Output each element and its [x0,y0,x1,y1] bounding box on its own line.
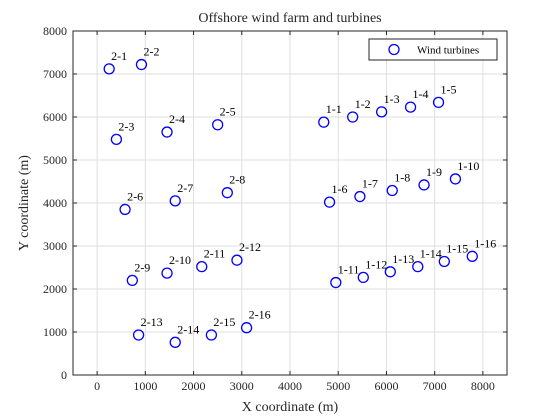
y-tick-label: 2000 [43,282,67,296]
turbine-marker-2-9 [126,274,138,287]
x-tick-label: 7000 [423,379,447,393]
turbine-marker-1-5 [432,96,445,109]
turbine-label-2-14: 2-14 [177,322,199,336]
turbine-label-1-2: 1-2 [355,97,371,111]
turbine-label-2-16: 2-16 [249,308,271,322]
turbine-label-2-6: 2-6 [127,189,143,203]
axis-ticks: 0 1000 2000 3000 4000 5000 6000 7000 8000 0 1000 20… [43,24,507,393]
y-tick-label: 7000 [43,67,67,81]
turbine-label-2-3: 2-3 [118,119,134,133]
x-tick-label: 4000 [278,379,302,393]
turbine-marker-1-16 [466,250,478,262]
turbine-marker-2-5 [212,119,224,131]
turbine-marker-1-13 [384,266,396,278]
turbine-label-1-11: 1-11 [338,263,360,277]
x-tick-label: 2000 [182,379,206,393]
y-tick-label: 8000 [43,24,67,38]
turbine-label-2-9: 2-9 [134,260,150,274]
turbine-marker-2-10 [161,267,173,279]
turbine-label-2-11: 2-11 [204,247,226,261]
turbine-markers [103,58,478,348]
turbine-label-1-12: 1-12 [365,257,387,271]
turbine-label-1-1: 1-1 [326,102,342,116]
turbine-label-2-5: 2-5 [220,105,236,119]
turbine-marker-1-14 [412,260,424,273]
legend-entry-wind-turbines: Wind turbines [417,45,479,57]
turbine-labels: 1-1 1-2 1-3 1-4 1-5 1-6 1-7 1-8 1-9 1-10 1-11 1-12 1… [111,45,496,337]
turbine-marker-2-7 [169,195,181,207]
turbine-marker-2-15 [205,329,218,341]
y-tick-label: 1000 [43,325,67,339]
turbine-marker-2-11 [196,260,208,273]
x-tick-label: 3000 [230,379,254,393]
legend-marker-circle-icon [388,43,400,56]
x-axis-label: X coordinate (m) [242,400,339,415]
turbine-label-2-10: 2-10 [169,253,191,267]
chart-title: Offshore wind farm and turbines [198,11,381,26]
turbine-marker-1-15 [438,255,450,268]
turbine-marker-1-1 [318,116,330,128]
turbine-label-1-10: 1-10 [457,159,479,173]
turbine-label-2-1: 2-1 [111,49,127,63]
turbine-marker-1-12 [357,271,369,284]
turbine-label-1-14: 1-14 [420,247,442,261]
turbine-label-1-15: 1-15 [446,241,468,255]
y-tick-label: 0 [61,368,67,382]
turbine-label-1-4: 1-4 [413,87,429,101]
turbine-label-1-8: 1-8 [394,171,410,185]
y-tick-label: 3000 [43,239,67,253]
turbine-marker-2-13 [132,329,145,341]
turbine-label-2-7: 2-7 [177,181,193,195]
turbine-label-1-3: 1-3 [384,92,400,106]
turbine-label-1-9: 1-9 [426,165,442,179]
x-tick-label: 6000 [374,379,398,393]
turbine-marker-2-8 [221,187,233,199]
plot-frame [72,30,508,376]
turbine-marker-2-12 [231,254,243,266]
turbine-marker-2-14 [169,336,181,348]
turbine-label-2-4: 2-4 [169,112,185,126]
y-tick-label: 6000 [43,110,67,124]
turbine-marker-1-9 [418,179,430,191]
y-tick-label: 4000 [43,196,67,210]
turbine-label-2-15: 2-15 [213,315,235,329]
x-tick-label: 0 [94,379,100,393]
turbine-label-1-16: 1-16 [474,236,496,250]
turbine-marker-1-10 [449,173,462,185]
turbine-marker-2-6 [119,203,131,216]
turbine-marker-1-7 [354,190,366,203]
turbine-marker-2-3 [110,133,123,146]
turbine-marker-2-16 [240,322,253,334]
turbine-label-2-12: 2-12 [239,240,261,254]
turbine-marker-2-1 [103,63,115,75]
turbine-marker-1-2 [347,111,359,123]
turbine-label-2-8: 2-8 [229,173,245,187]
turbine-label-2-13: 2-13 [141,315,163,329]
turbine-marker-2-2 [135,58,148,71]
legend-box [368,38,498,61]
legend: Wind turbines [368,38,498,61]
turbine-marker-1-6 [323,196,336,208]
turbine-marker-1-8 [386,184,398,197]
turbine-label-2-2: 2-2 [143,45,159,59]
turbine-label-1-7: 1-7 [362,177,378,191]
y-tick-label: 5000 [43,153,67,167]
turbine-marker-1-3 [375,106,388,118]
turbine-label-1-13: 1-13 [392,252,414,266]
y-axis-label: Y coordinate (m) [17,155,32,251]
turbine-marker-2-4 [161,126,173,138]
turbine-label-1-5: 1-5 [441,82,457,96]
turbine-marker-1-11 [330,276,342,289]
x-tick-label: 5000 [326,379,350,393]
x-tick-label: 8000 [471,379,495,393]
x-tick-label: 1000 [133,379,157,393]
turbine-marker-1-4 [404,101,417,113]
turbine-label-1-6: 1-6 [332,182,348,196]
